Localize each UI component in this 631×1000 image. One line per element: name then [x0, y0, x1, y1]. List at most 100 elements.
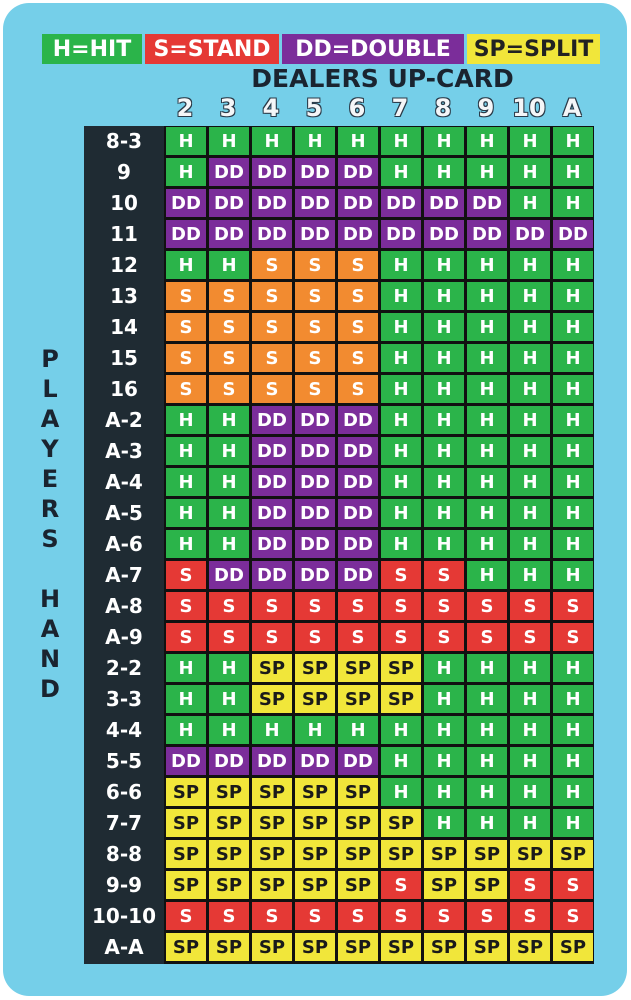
strategy-cell: DD: [209, 561, 249, 589]
strategy-cell: SP: [166, 778, 206, 806]
strategy-cell: SP: [295, 685, 335, 713]
strategy-cell: H: [553, 499, 593, 527]
strategy-grid: H H H H H H H H H H H DD DD DD DD H H H H H DD DD DD DD DD DD DD DD…: [164, 126, 594, 964]
strategy-cell: S: [252, 592, 292, 620]
strategy-cell: H: [510, 530, 550, 558]
strategy-cell: S: [381, 592, 421, 620]
strategy-cell: H: [166, 437, 206, 465]
strategy-cell: H: [467, 282, 507, 310]
strategy-cell: H: [166, 406, 206, 434]
strategy-cell: H: [381, 747, 421, 775]
strategy-cell: SP: [209, 933, 249, 961]
strategy-cell: H: [209, 685, 249, 713]
player-hand-label: 4-4: [105, 718, 143, 742]
strategy-cell: H: [209, 127, 249, 155]
strategy-cell: H: [424, 313, 464, 341]
player-hand-label: 3-3: [105, 687, 143, 711]
strategy-cell: SP: [252, 654, 292, 682]
strategy-cell: S: [209, 592, 249, 620]
strategy-cell: H: [553, 189, 593, 217]
strategy-cell: H: [553, 468, 593, 496]
strategy-cell: H: [424, 158, 464, 186]
strategy-cell: H: [467, 158, 507, 186]
strategy-cell: SP: [295, 933, 335, 961]
player-hand-label: 13: [110, 284, 138, 308]
players-hand-letter: L: [42, 375, 58, 403]
player-hand-label: 14: [110, 315, 138, 339]
strategy-cell: S: [510, 902, 550, 930]
strategy-cell: S: [209, 313, 249, 341]
players-hand-letter: H: [39, 585, 61, 613]
strategy-cell: S: [295, 344, 335, 372]
strategy-cell: DD: [295, 499, 335, 527]
strategy-cell: H: [424, 468, 464, 496]
strategy-cell: H: [553, 561, 593, 589]
strategy-cell: DD: [338, 747, 378, 775]
strategy-cell: H: [510, 282, 550, 310]
strategy-cell: SP: [381, 840, 421, 868]
strategy-cell: H: [166, 158, 206, 186]
strategy-cell: H: [209, 437, 249, 465]
player-hand-label: 9: [117, 160, 131, 184]
strategy-cell: SP: [338, 778, 378, 806]
strategy-cell: H: [166, 716, 206, 744]
strategy-cell: H: [424, 747, 464, 775]
strategy-cell: H: [338, 127, 378, 155]
strategy-cell: H: [553, 158, 593, 186]
strategy-cell: H: [510, 747, 550, 775]
strategy-cell: H: [381, 158, 421, 186]
strategy-cell: SP: [424, 871, 464, 899]
strategy-cell: DD: [338, 468, 378, 496]
strategy-cell: H: [424, 406, 464, 434]
strategy-cell: DD: [166, 220, 206, 248]
strategy-cell: H: [381, 778, 421, 806]
strategy-cell: S: [295, 902, 335, 930]
strategy-cell: SP: [252, 840, 292, 868]
strategy-cell: SP: [381, 809, 421, 837]
strategy-cell: DD: [424, 189, 464, 217]
strategy-cell: SP: [209, 871, 249, 899]
strategy-cell: SP: [252, 778, 292, 806]
legend-split: SP=SPLIT: [467, 34, 600, 64]
players-hand-letter: D: [40, 675, 60, 703]
strategy-cell: SP: [252, 933, 292, 961]
strategy-cell: S: [424, 592, 464, 620]
strategy-cell: H: [166, 499, 206, 527]
strategy-cell: S: [166, 375, 206, 403]
strategy-cell: S: [553, 902, 593, 930]
player-hand-label: 10: [110, 191, 138, 215]
strategy-cell: H: [381, 282, 421, 310]
strategy-cell: S: [252, 344, 292, 372]
strategy-cell: H: [381, 530, 421, 558]
strategy-cell: SP: [252, 685, 292, 713]
strategy-cell: S: [252, 313, 292, 341]
strategy-cell: DD: [553, 220, 593, 248]
strategy-cell: S: [510, 592, 550, 620]
player-hand-label: A-4: [105, 470, 143, 494]
strategy-cell: SP: [252, 871, 292, 899]
strategy-cell: SP: [295, 840, 335, 868]
legend-double: DD=DOUBLE: [282, 34, 464, 64]
strategy-cell: SP: [295, 778, 335, 806]
strategy-cell: H: [424, 716, 464, 744]
strategy-cell: S: [553, 623, 593, 651]
dealer-card-header: 6: [348, 94, 366, 122]
player-hand-label: A-7: [105, 563, 143, 587]
strategy-cell: S: [209, 375, 249, 403]
strategy-cell: H: [381, 406, 421, 434]
strategy-cell: H: [209, 251, 249, 279]
strategy-cell: H: [252, 127, 292, 155]
strategy-cell: SP: [166, 809, 206, 837]
strategy-cell: H: [553, 530, 593, 558]
strategy-cell: S: [295, 623, 335, 651]
strategy-cell: H: [467, 654, 507, 682]
strategy-cell: H: [553, 344, 593, 372]
strategy-cell: S: [295, 592, 335, 620]
player-hand-label: 12: [110, 253, 138, 277]
strategy-cell: H: [467, 251, 507, 279]
strategy-cell: H: [381, 468, 421, 496]
strategy-cell: H: [467, 530, 507, 558]
strategy-cell: DD: [252, 189, 292, 217]
strategy-cell: S: [381, 623, 421, 651]
strategy-cell: S: [338, 375, 378, 403]
